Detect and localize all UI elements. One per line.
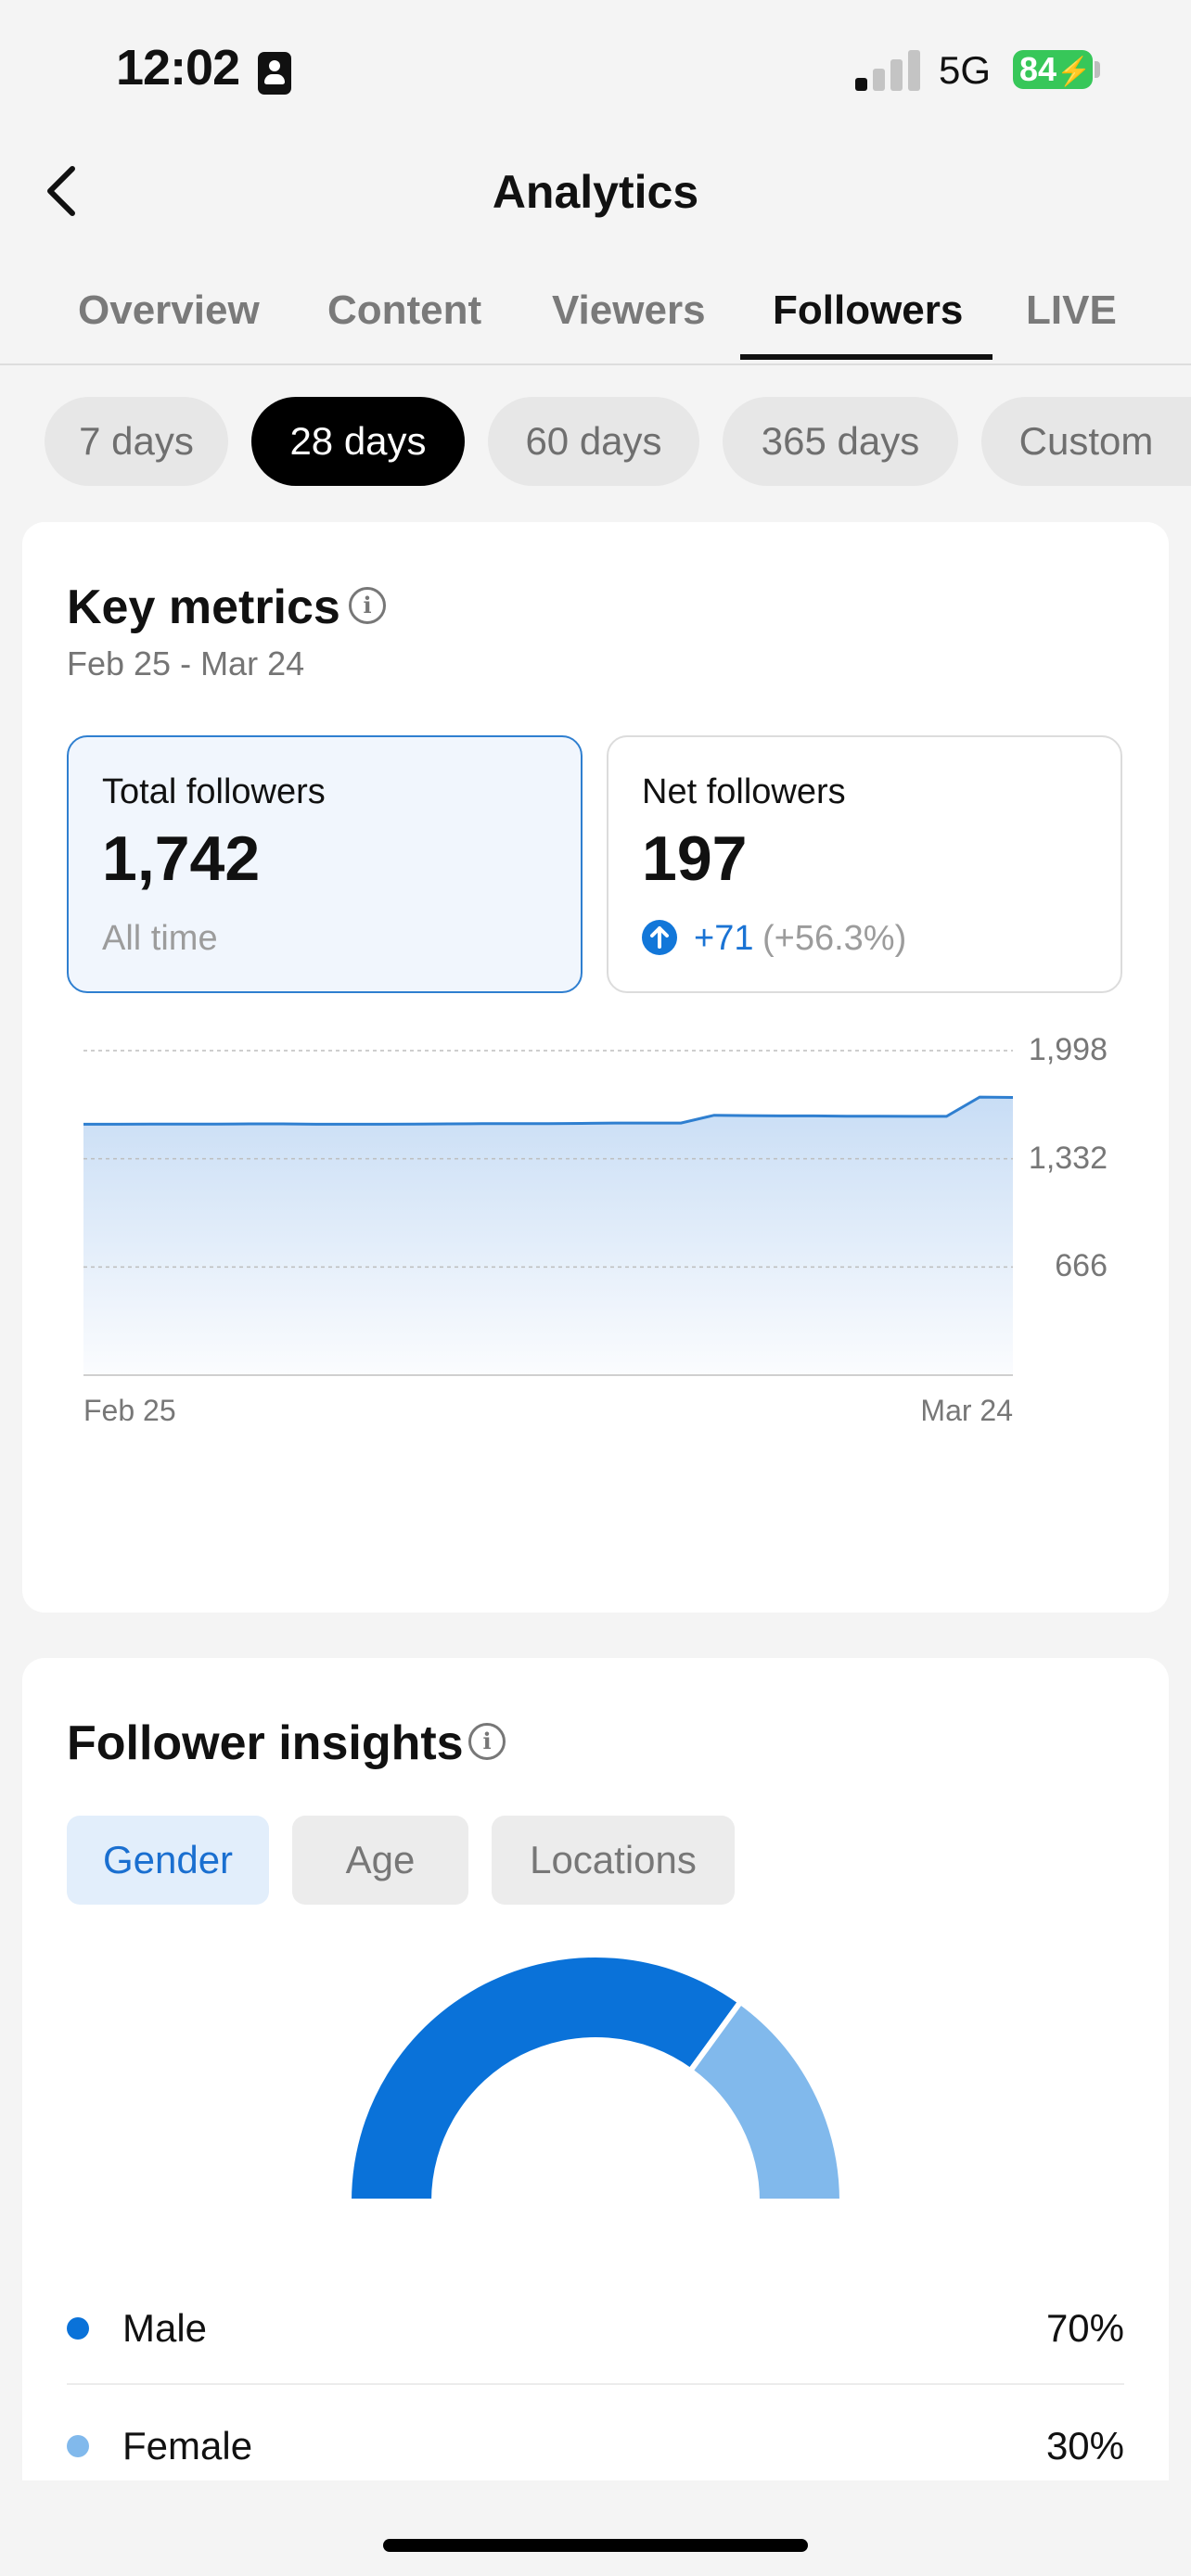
range-60-days-chip[interactable]: 60 days — [488, 397, 699, 486]
gender-donut-chart — [345, 1952, 846, 2204]
legend-divider — [67, 2383, 1124, 2385]
legend-row-female: Female 30% — [67, 2389, 1124, 2500]
status-bar: 12:02 5G 84⚡ — [0, 0, 1191, 139]
x-tick-label: Mar 24 — [920, 1394, 1013, 1427]
donut-slice-male[interactable] — [345, 1952, 745, 2204]
legend-value-male: 70% — [1045, 2306, 1124, 2350]
total-followers-period: All time — [102, 919, 218, 958]
net-followers-delta: +71 — [694, 919, 754, 958]
active-tab-indicator — [740, 354, 992, 360]
follower-insights-card: Follower insights i Gender Age Locations… — [22, 1658, 1169, 2483]
legend-value-female: 30% — [1045, 2424, 1124, 2468]
bottom-safe-area — [0, 2480, 1191, 2576]
chevron-left-icon — [47, 166, 75, 216]
info-icon[interactable]: i — [468, 1723, 506, 1760]
legend-dot — [67, 2435, 89, 2457]
total-followers-label: Total followers — [102, 772, 326, 811]
net-followers-label: Net followers — [642, 772, 846, 811]
followers-chart: 666 1,332 1,998 Feb 25 Mar 24 — [22, 1023, 1169, 1427]
date-range: Feb 25 - Mar 24 — [67, 644, 305, 682]
tab-viewers[interactable]: Viewers — [552, 287, 706, 333]
info-icon[interactable]: i — [349, 587, 386, 624]
key-metrics-card: Key metrics i Feb 25 - Mar 24 Total foll… — [22, 522, 1169, 1613]
total-followers-value: 1,742 — [102, 823, 261, 894]
tab-overview[interactable]: Overview — [78, 287, 260, 333]
home-indicator[interactable] — [383, 2539, 808, 2552]
back-button[interactable] — [35, 158, 91, 224]
range-custom-chip[interactable]: Custom — [981, 397, 1191, 486]
legend-dot — [67, 2317, 89, 2340]
range-28-days-chip[interactable]: 28 days — [251, 397, 465, 486]
network-type: 5G — [939, 48, 992, 92]
legend-row-male: Male 70% — [67, 2271, 1124, 2382]
tab-content[interactable]: Content — [327, 287, 482, 333]
arrow-up-icon — [642, 920, 677, 955]
donut-slice-female[interactable] — [686, 1997, 846, 2204]
battery-indicator: 84⚡ — [1013, 50, 1093, 89]
y-tick-label: 1,998 — [1028, 1032, 1108, 1067]
net-followers-percent: (+56.3%) — [762, 919, 907, 958]
cellular-signal-icon — [855, 48, 920, 91]
x-tick-label: Feb 25 — [83, 1394, 176, 1427]
battery-level: 84 — [1019, 50, 1057, 88]
status-time: 12:02 — [116, 40, 240, 96]
legend-label-male: Male — [122, 2306, 208, 2350]
range-7-days-chip[interactable]: 7 days — [45, 397, 228, 486]
battery-tip — [1095, 61, 1100, 78]
charging-bolt-icon: ⚡ — [1057, 57, 1092, 87]
total-followers-card[interactable]: Total followers 1,742 All time — [67, 735, 583, 993]
tab-followers[interactable]: Followers — [773, 287, 964, 333]
net-followers-value: 197 — [642, 823, 748, 894]
segment-locations[interactable]: Locations — [492, 1816, 735, 1905]
range-365-days-chip[interactable]: 365 days — [723, 397, 958, 486]
segment-gender[interactable]: Gender — [67, 1816, 269, 1905]
followers-line — [83, 1095, 1014, 1126]
tab-live[interactable]: LIVE — [1026, 287, 1117, 333]
follower-insights-title: Follower insights — [67, 1716, 464, 1770]
followers-area-chart — [83, 1050, 1014, 1376]
contact-card-icon — [258, 52, 291, 95]
page-title: Analytics — [492, 166, 699, 218]
analytics-tabs: Overview Content Viewers Followers LIVE — [0, 278, 1191, 365]
legend-label-female: Female — [122, 2424, 253, 2468]
net-followers-card[interactable]: Net followers 197 +71 (+56.3%) — [607, 735, 1122, 993]
y-tick-label: 1,332 — [1028, 1140, 1108, 1176]
segment-age[interactable]: Age — [292, 1816, 468, 1905]
followers-area-fill — [83, 1097, 1013, 1375]
key-metrics-title: Key metrics — [67, 580, 340, 634]
y-tick-label: 666 — [1055, 1248, 1108, 1284]
